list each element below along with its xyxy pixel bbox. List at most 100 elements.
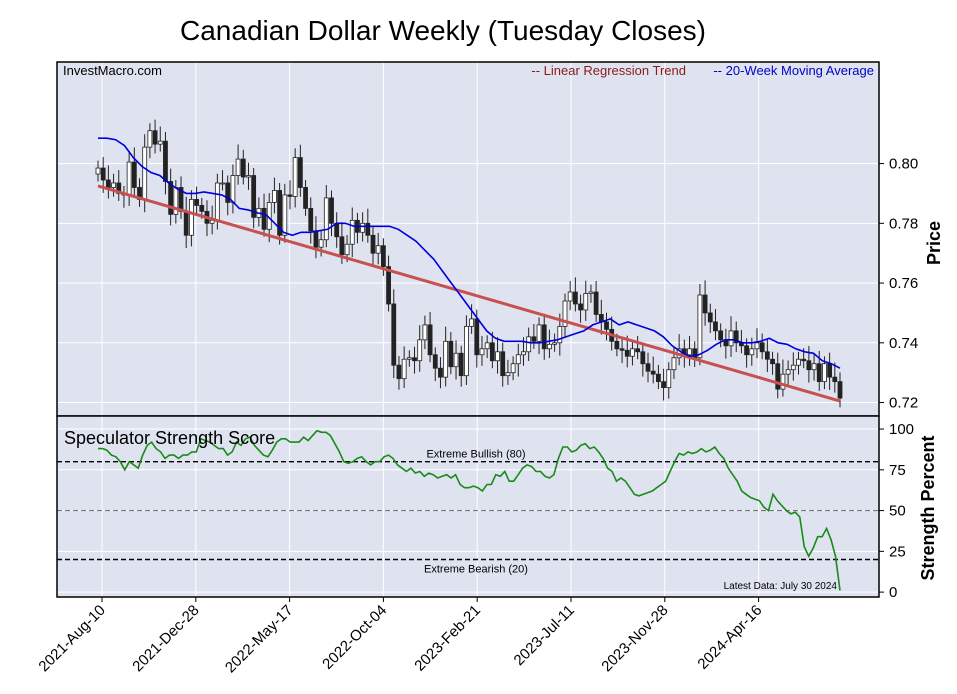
candle-body xyxy=(235,158,241,176)
candlestick xyxy=(697,283,703,366)
candlestick xyxy=(246,162,251,190)
candlestick xyxy=(448,332,454,375)
candle-body xyxy=(837,381,843,399)
candlestick xyxy=(495,337,500,374)
candle-body xyxy=(220,182,225,185)
candlestick xyxy=(713,309,718,341)
candle-body xyxy=(230,175,236,203)
price-tick-label: 0.72 xyxy=(889,395,918,412)
candlestick xyxy=(578,294,583,323)
candlestick xyxy=(427,312,433,363)
x-tick-label: 2021-Dec-28 xyxy=(129,602,202,675)
candle-body xyxy=(272,190,277,203)
candle-body xyxy=(500,351,506,377)
candle-body xyxy=(583,293,589,311)
candle-body xyxy=(718,330,724,341)
price-tick-label: 0.76 xyxy=(889,275,918,292)
candle-body xyxy=(261,207,267,230)
candle-body xyxy=(214,182,220,221)
candlestick xyxy=(240,149,246,185)
candle-body xyxy=(246,175,251,178)
candle-body xyxy=(334,222,340,238)
candlestick xyxy=(453,340,459,380)
candlestick xyxy=(396,355,402,390)
candle-body xyxy=(199,204,205,212)
candle-body xyxy=(635,348,641,353)
candle-body xyxy=(412,357,417,362)
candlestick xyxy=(635,335,641,360)
candle-body xyxy=(744,345,750,356)
candlestick xyxy=(780,359,786,397)
extreme-bullish-label: Extreme Bullish (80) xyxy=(426,449,525,461)
watermark: InvestMacro.com xyxy=(63,63,162,78)
candlestick xyxy=(604,312,609,341)
candlestick xyxy=(417,325,423,372)
candle-body xyxy=(484,342,490,350)
x-axis-ticks: 2021-Aug-10 2021-Dec-28 2022-May-17 2022-Oc… xyxy=(35,597,765,676)
candle-body xyxy=(541,324,547,350)
candle-body xyxy=(251,175,257,218)
candlestick xyxy=(220,170,225,191)
candle-body xyxy=(780,373,786,390)
candle-body xyxy=(593,291,599,315)
candlestick xyxy=(168,168,174,226)
candlestick xyxy=(562,293,568,338)
candle-body xyxy=(111,182,116,188)
candlestick xyxy=(536,317,542,355)
price-tick-label: 0.80 xyxy=(889,156,918,173)
candlestick xyxy=(588,284,594,303)
candle-body xyxy=(360,222,366,233)
candle-body xyxy=(567,291,573,302)
candle-body xyxy=(142,146,148,200)
candle-body xyxy=(131,161,137,188)
x-tick-label: 2023-Feb-21 xyxy=(411,602,484,675)
candlestick xyxy=(505,359,511,385)
candle-body xyxy=(344,243,350,256)
candle-body xyxy=(469,318,474,327)
price-tick-label: 0.74 xyxy=(889,335,918,352)
candle-body xyxy=(614,340,620,350)
candlestick xyxy=(531,323,537,349)
candle-body xyxy=(365,222,371,236)
regression-trend-line xyxy=(97,184,841,403)
candlestick xyxy=(370,226,376,267)
candlestick xyxy=(541,313,547,360)
candlestick xyxy=(775,352,781,399)
candlestick xyxy=(526,327,532,362)
candlestick xyxy=(303,180,308,216)
candle-body xyxy=(489,342,495,362)
candle-body xyxy=(277,190,283,236)
candlestick xyxy=(733,321,739,353)
candlestick xyxy=(261,193,267,237)
candlestick xyxy=(474,309,480,368)
candle-body xyxy=(126,161,132,196)
candle-body xyxy=(770,358,775,365)
candle-body xyxy=(645,363,651,372)
candle-body xyxy=(754,342,760,350)
price-tick-label: 0.78 xyxy=(889,215,918,232)
candle-body xyxy=(386,266,391,305)
candle-body xyxy=(526,336,532,353)
candle-body xyxy=(521,351,526,356)
candlestick xyxy=(443,326,449,387)
candlestick xyxy=(391,289,397,379)
candle-body xyxy=(458,352,464,377)
candlestick xyxy=(728,316,734,357)
x-tick-label: 2023-Jul-11 xyxy=(511,602,578,669)
candlestick xyxy=(764,338,770,373)
price-y-ticks: 0.80 0.78 0.76 0.74 0.72 xyxy=(879,156,918,412)
candle-body xyxy=(313,230,319,248)
candlestick xyxy=(796,351,801,375)
candlestick xyxy=(489,331,495,369)
candlestick xyxy=(785,360,791,388)
candle-body xyxy=(95,167,101,175)
candlestick xyxy=(386,255,391,312)
candle-body xyxy=(531,336,537,342)
candle-body xyxy=(661,381,666,389)
price-panel: InvestMacro.com -- Linear Regression Tre… xyxy=(56,61,944,417)
candlestick xyxy=(277,182,283,245)
candlestick xyxy=(484,335,490,359)
candle-body xyxy=(318,239,324,248)
candle-body xyxy=(666,369,672,389)
candle-body xyxy=(619,348,625,351)
